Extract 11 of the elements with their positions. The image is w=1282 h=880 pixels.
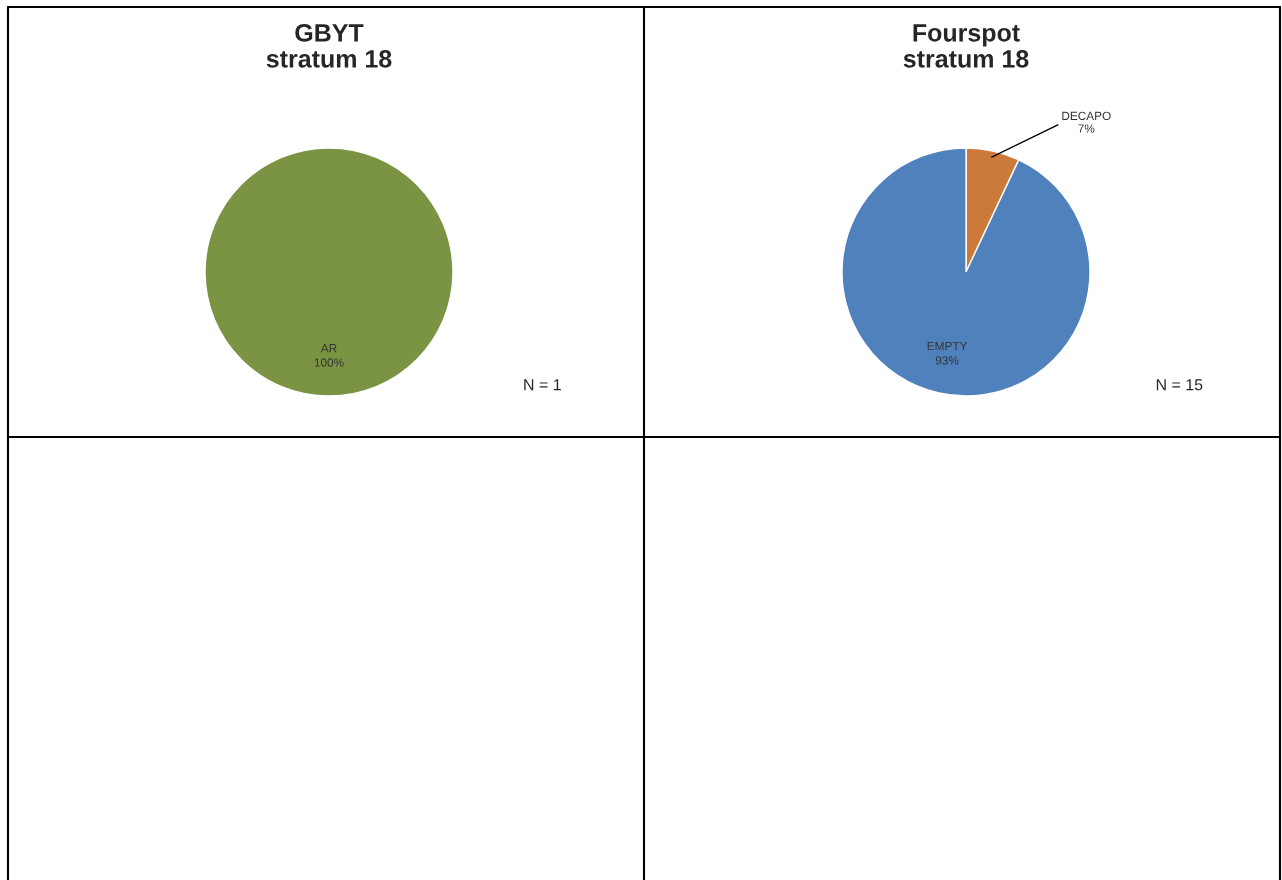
text: N = 15 xyxy=(1156,379,1203,391)
data-label: 7% xyxy=(1078,124,1095,133)
chart-title: Fourspot stratum 18 xyxy=(903,24,1029,68)
pie-slice xyxy=(841,147,1091,397)
text: N = 1 xyxy=(524,379,561,391)
slice-label: DECAPO xyxy=(1062,111,1111,121)
slice-label: EMPTY xyxy=(927,341,968,351)
data-label: 100% xyxy=(314,358,344,367)
chart-title: GBYT stratum 18 xyxy=(266,23,392,68)
slice-label: AR xyxy=(320,344,337,353)
data-label: 93% xyxy=(935,356,959,365)
